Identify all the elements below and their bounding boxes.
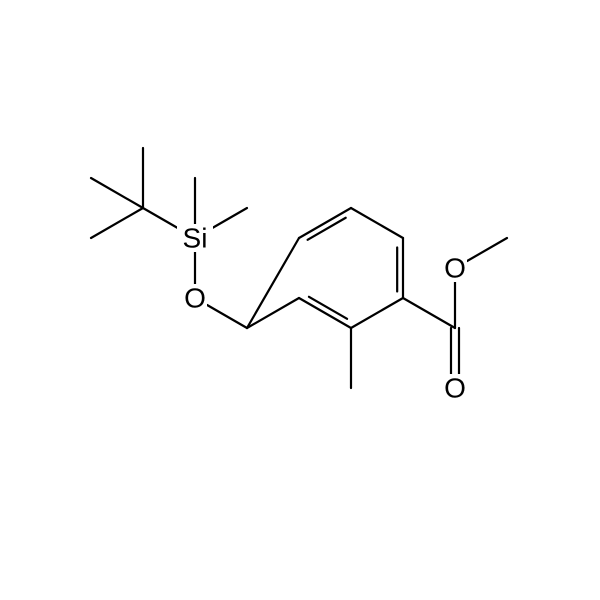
svg-text:O: O — [444, 253, 466, 284]
svg-text:Si: Si — [183, 223, 208, 254]
svg-text:O: O — [184, 283, 206, 314]
svg-text:O: O — [444, 373, 466, 404]
molecule-diagram: Si O O O — [0, 0, 600, 600]
